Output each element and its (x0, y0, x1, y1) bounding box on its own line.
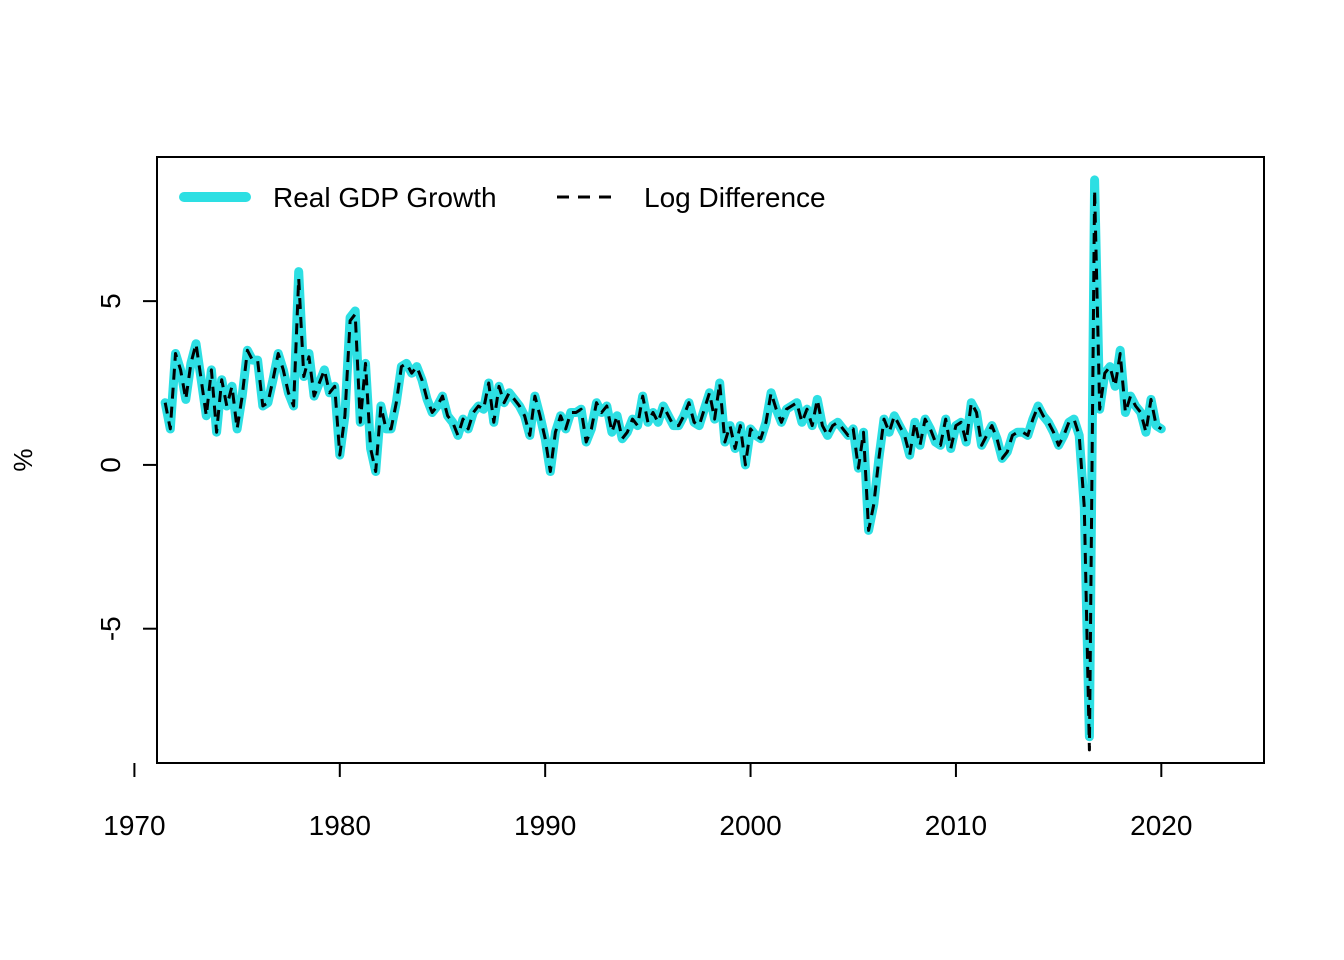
x-tick-label-1970: 1970 (103, 810, 165, 841)
series-line-log-difference (163, 188, 1163, 752)
x-tick-label-2020: 2020 (1130, 810, 1192, 841)
legend: Real GDP Growth Log Difference (179, 182, 826, 213)
series-line-real-gdp-growth (160, 175, 1166, 742)
x-tick-label-2000: 2000 (719, 810, 781, 841)
x-tick-label-2010: 2010 (925, 810, 987, 841)
y-tick-label-0: 0 (95, 457, 126, 473)
y-axis: -5 0 5 (95, 293, 158, 641)
x-axis: 1970 1980 1990 2000 2010 2020 (103, 762, 1192, 841)
x-tick-label-1980: 1980 (309, 810, 371, 841)
series-layer (160, 175, 1166, 752)
x-tick-label-1990: 1990 (514, 810, 576, 841)
legend-label-log-difference: Log Difference (644, 182, 826, 213)
y-tick-label--5: -5 (95, 616, 126, 641)
y-axis-label: % (8, 448, 38, 471)
legend-label-real-gdp-growth: Real GDP Growth (273, 182, 497, 213)
y-tick-label-5: 5 (95, 293, 126, 309)
